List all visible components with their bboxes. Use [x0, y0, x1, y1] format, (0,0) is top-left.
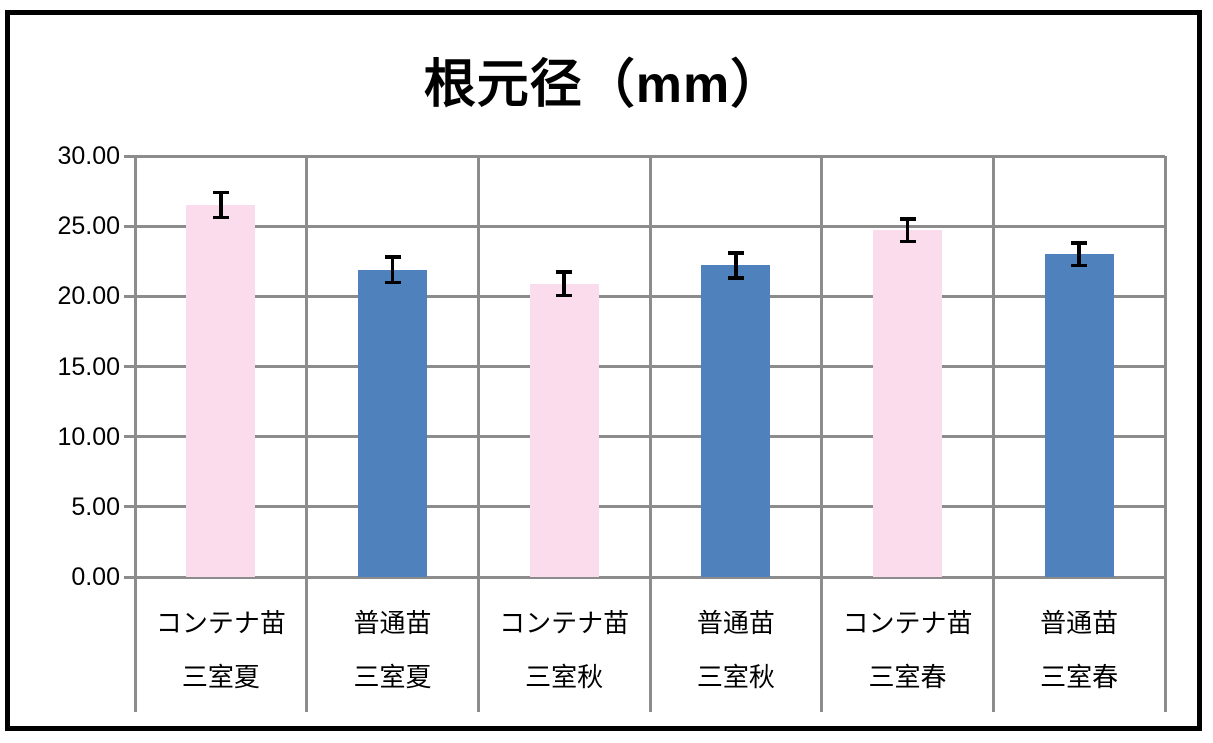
category-label-line2: 三室春 [868, 662, 947, 692]
y-axis-tick-label: 15.00 [57, 352, 120, 381]
category-separator-tick [1163, 577, 1167, 712]
y-axis-tick [124, 154, 136, 158]
error-bar-bottom-cap [556, 293, 573, 298]
error-bar-bottom-cap [727, 276, 744, 280]
error-bar-line [562, 271, 566, 296]
y-axis-tick-label: 0.00 [71, 563, 120, 591]
error-bar-top-cap [727, 251, 744, 255]
gridline-vertical [820, 156, 824, 577]
category-label: コンテナ苗 三室春 [822, 577, 994, 695]
category-separator-tick [133, 577, 137, 712]
bar [529, 283, 599, 577]
error-bar-line [1077, 243, 1081, 266]
error-bar-top-cap [384, 255, 401, 259]
category-label: 普通苗 三室秋 [650, 577, 822, 695]
y-axis-tick-label: 30.00 [57, 142, 120, 170]
category-label-line1: コンテナ苗 [842, 608, 973, 638]
y-axis-tick-label: 20.00 [57, 282, 120, 311]
y-axis-tick [124, 435, 136, 439]
bar [186, 205, 256, 577]
category-label-line2: 三室春 [1040, 662, 1119, 692]
bar [701, 265, 771, 577]
bar [358, 269, 427, 577]
error-bar-bottom-cap [899, 239, 916, 244]
y-axis-tick [124, 365, 136, 368]
y-axis-tick-label: 5.00 [71, 492, 120, 521]
category-label-line1: 普通苗 [1040, 608, 1119, 638]
gridline-vertical [648, 156, 652, 577]
error-bar-bottom-cap [212, 215, 229, 220]
category-label-line1: 普通苗 [696, 608, 775, 638]
category-label-line1: コンテナ苗 [499, 608, 630, 638]
error-bar-top-cap [899, 217, 916, 221]
category-label-line1: 普通苗 [353, 608, 432, 638]
y-axis-tick [124, 575, 136, 579]
category-label-line2: 三室夏 [353, 662, 432, 692]
y-axis-tick-label: 10.00 [57, 422, 120, 451]
error-bar-line [734, 252, 738, 279]
y-axis-tick [124, 505, 136, 509]
category-separator-tick [991, 577, 995, 712]
error-bar-bottom-cap [384, 280, 401, 285]
error-bar-top-cap [556, 270, 573, 274]
gridline-vertical [305, 156, 309, 577]
gridline-vertical [476, 156, 480, 577]
error-bar-line [219, 192, 223, 218]
chart-title: 根元径（mm） [423, 56, 784, 114]
bar [1044, 254, 1114, 577]
gridline-vertical [1163, 156, 1167, 577]
category-label-line2: 三室秋 [525, 662, 604, 692]
gridline-vertical [133, 156, 137, 577]
category-separator-tick [476, 577, 480, 712]
bar [873, 230, 942, 577]
category-label-line1: コンテナ苗 [155, 608, 286, 638]
error-bar-bottom-cap [1071, 263, 1088, 268]
category-label: コンテナ苗 三室夏 [135, 577, 307, 695]
error-bar-top-cap [1071, 241, 1088, 245]
category-label-line2: 三室夏 [181, 662, 260, 692]
category-label: 普通苗 三室春 [993, 577, 1165, 695]
y-axis-tick [124, 294, 136, 298]
error-bar-top-cap [212, 190, 229, 195]
category-separator-tick [305, 577, 309, 712]
error-bar-line [905, 219, 910, 242]
y-axis-tick-label: 25.00 [57, 212, 120, 241]
error-bar-line [390, 257, 395, 283]
gridline-horizontal [135, 575, 1165, 579]
gridline-vertical [991, 156, 995, 577]
category-label: コンテナ苗 三室秋 [478, 577, 650, 695]
category-separator-tick [820, 577, 824, 712]
category-label-line2: 三室秋 [696, 662, 775, 692]
category-separator-tick [648, 577, 652, 712]
y-axis-tick [124, 224, 136, 228]
category-label: 普通苗 三室夏 [307, 577, 479, 695]
plot-area [133, 154, 1167, 579]
